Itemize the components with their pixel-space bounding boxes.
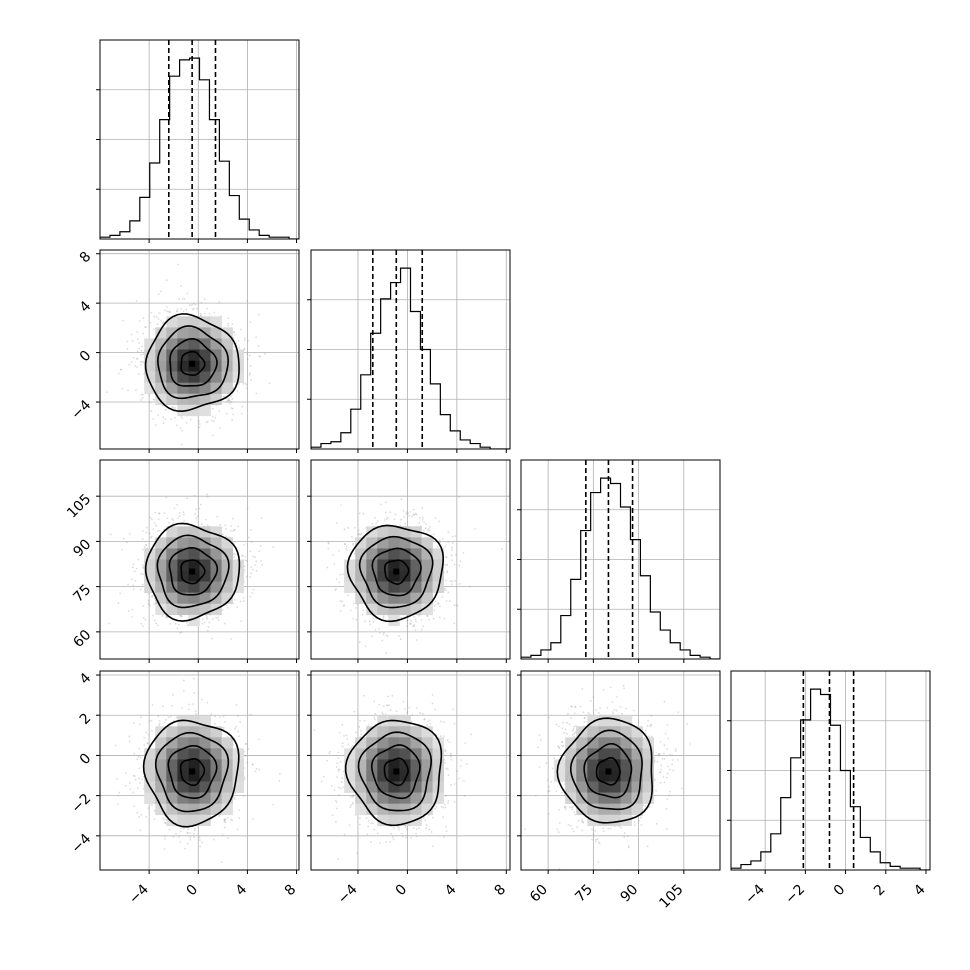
x-tick-label: −2	[782, 882, 808, 908]
contour-level-0	[383, 559, 410, 585]
contour-level-1	[583, 742, 633, 799]
density-peak	[189, 360, 196, 367]
x-tick-label: −4	[126, 881, 152, 907]
panel-frame	[99, 670, 300, 871]
contour-level-0	[180, 350, 206, 376]
x-tick-label: 0	[393, 882, 411, 900]
y-tick-label: −4	[68, 831, 94, 857]
x-tick-label: 60	[527, 882, 551, 906]
panel-3-1: −4 0 4 8	[307, 670, 511, 907]
panel-1-1	[307, 249, 511, 453]
histogram-1	[311, 267, 510, 449]
panel-1-0: −4 0 4 8	[68, 249, 300, 453]
contour-level-2	[358, 535, 434, 609]
panel-frame	[520, 459, 721, 660]
y-tick-label: 60	[70, 627, 94, 651]
y-tick-label: 90	[70, 536, 94, 560]
contour-level-0	[595, 756, 621, 786]
histogram-3	[731, 688, 930, 870]
contour-level-1	[168, 546, 219, 596]
contour-level-2	[569, 729, 643, 811]
x-tick-label: 4	[442, 881, 460, 899]
contour-level-1	[169, 337, 218, 387]
y-tick-label: 8	[77, 249, 95, 267]
panel-3-0: −4 0 4 8 −4 −2 0 2 4	[68, 670, 300, 907]
contour-level-3	[144, 313, 240, 413]
x-tick-label: −4	[742, 881, 768, 907]
contour-level-1	[371, 547, 422, 597]
panel-frame	[520, 670, 721, 871]
panel-frame	[310, 670, 511, 871]
x-tick-label: 4	[233, 881, 251, 899]
contour-level-3	[556, 717, 653, 824]
x-tick-label: 8	[491, 882, 509, 900]
density-peak	[393, 568, 400, 575]
contour-level-3	[344, 719, 443, 827]
contour-level-1	[167, 744, 218, 799]
panel-frame	[310, 459, 511, 660]
panel-frame	[310, 249, 511, 450]
x-tick-label: 4	[911, 881, 929, 899]
y-tick-label: 0	[77, 348, 95, 366]
x-tick-label: 0	[831, 882, 849, 900]
x-tick-label: 2	[871, 882, 889, 900]
panel-3-2: 60 75 90 105	[517, 670, 721, 912]
x-tick-label: 75	[572, 882, 596, 906]
density-peak	[393, 768, 400, 775]
contour-level-3	[346, 524, 445, 623]
contour-level-0	[179, 758, 206, 787]
x-tick-label: 90	[617, 882, 641, 906]
panel-2-0: 60 75 90 105	[64, 459, 300, 663]
panel-3-3: −4 −2 0 2 4	[727, 670, 931, 908]
panel-frame	[99, 459, 300, 660]
density-peak	[189, 568, 196, 575]
y-tick-label: −4	[68, 397, 94, 423]
y-tick-label: 4	[77, 298, 95, 316]
x-tick-label: 8	[282, 882, 300, 900]
y-tick-label: 75	[70, 582, 94, 606]
panel-frame	[99, 249, 300, 450]
y-tick-label: 105	[64, 491, 94, 521]
contour-level-3	[144, 522, 241, 622]
x-tick-label: 105	[656, 882, 686, 912]
contour-level-2	[156, 534, 230, 609]
panel-0-0	[96, 39, 300, 243]
contour-level-2	[157, 325, 229, 400]
density-peak	[605, 768, 612, 775]
panel-2-1	[307, 459, 511, 663]
panel-frame	[730, 670, 931, 871]
y-tick-label: −2	[68, 791, 94, 817]
y-tick-label: 4	[77, 670, 95, 688]
contour-level-1	[370, 744, 421, 800]
panel-frame	[99, 39, 300, 240]
density-peak	[189, 768, 196, 775]
contour-level-2	[154, 731, 230, 813]
panel-2-2	[517, 459, 721, 663]
contour-level-0	[180, 559, 206, 585]
contour-level-3	[142, 719, 240, 828]
x-tick-label: −4	[335, 881, 361, 907]
histogram-0	[100, 57, 299, 239]
contour-level-2	[357, 731, 433, 812]
y-tick-label: 2	[77, 710, 95, 728]
histogram-2	[521, 477, 720, 659]
y-tick-label: 0	[77, 750, 95, 768]
contour-level-0	[383, 757, 409, 787]
x-tick-label: 0	[183, 882, 201, 900]
